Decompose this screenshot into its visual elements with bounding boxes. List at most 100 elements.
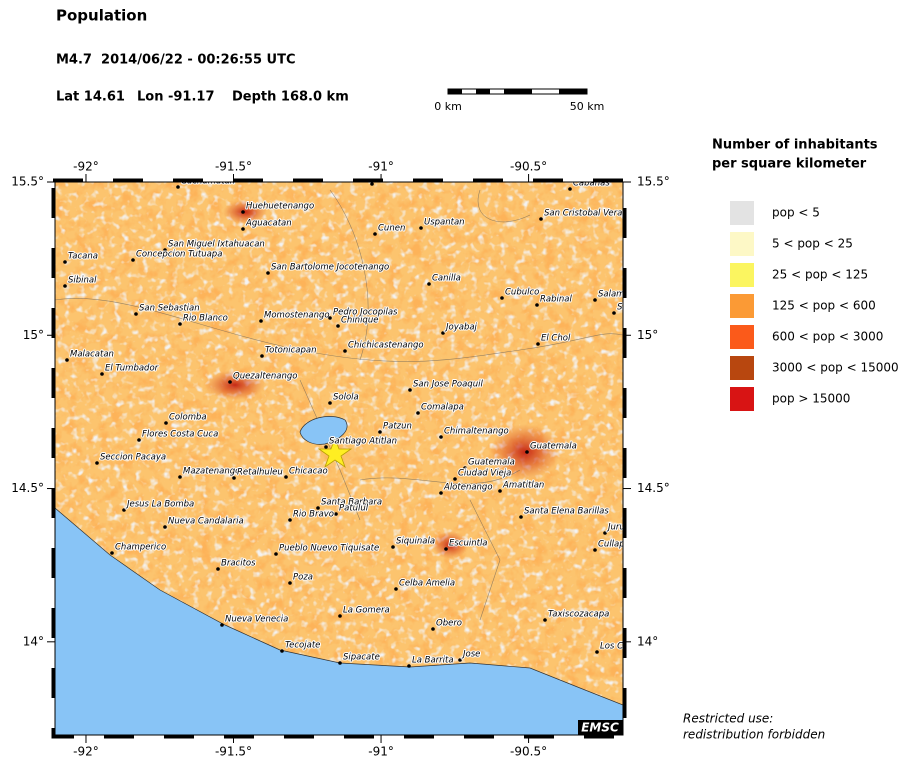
place-label: Champerico (115, 543, 166, 553)
place-dot (241, 227, 245, 231)
place-label: Chinique (341, 316, 378, 326)
place-dot (535, 303, 539, 307)
place-dot (394, 587, 398, 591)
place-label: Salama (598, 290, 630, 300)
lat: Lat 14.61 (56, 90, 125, 105)
place-label: Uspantan (424, 218, 465, 228)
place-dot (100, 372, 104, 376)
place-label: Huehuetenango (246, 202, 314, 212)
legend-swatch (730, 294, 754, 318)
place-label: Comalapa (421, 403, 464, 413)
place-dot (328, 401, 332, 405)
place-dot (431, 627, 435, 631)
y-tick-label: 15° (23, 328, 44, 342)
place-dot (416, 411, 420, 415)
place-label: Celba Amelia (399, 579, 455, 589)
place-dot (260, 354, 264, 358)
place-label: Sipacate (343, 653, 380, 663)
x-tick-label: -90.5° (510, 745, 547, 759)
place-dot (593, 298, 597, 302)
place-label: Chimaltenango (444, 427, 509, 437)
place-dot (334, 512, 338, 516)
place-label: Jesus La Bomba (125, 500, 194, 510)
legend-swatch (730, 325, 754, 349)
place-label: Patzun (383, 422, 412, 432)
legend-title: Number of inhabitants (712, 138, 878, 153)
place-dot (519, 515, 523, 519)
x-tick-label: -91° (368, 160, 394, 174)
place-label: Amatitlan (502, 481, 544, 491)
y-tick-label: 15.5° (11, 175, 44, 189)
x-tick-label: -92° (73, 160, 99, 174)
place-label: Obero (436, 619, 462, 629)
place-dot (603, 531, 607, 535)
place-label: San Sebastian (139, 304, 200, 314)
place-dot (407, 664, 411, 668)
place-dot (539, 217, 543, 221)
place-label: Ciudad Vieja (458, 469, 511, 479)
legend-label: 3000 < pop < 15000 (772, 361, 899, 375)
place-label: La Barrita (412, 656, 454, 666)
place-label: Santa Elena Barillas (524, 507, 609, 517)
place-dot (280, 649, 284, 653)
place-dot (216, 567, 220, 571)
place-label: Flores Costa Cuca (142, 430, 218, 440)
place-dot (444, 547, 448, 551)
place-dot (595, 650, 599, 654)
legend-label: pop < 5 (772, 206, 820, 220)
place-label: Santa Barbara (321, 498, 382, 508)
x-tick-label: -91° (368, 745, 394, 759)
note: redistribution forbidden (683, 728, 825, 742)
place-dot (336, 324, 340, 328)
y-tick-label: 14.5° (11, 481, 44, 495)
logo: EMSC (581, 721, 619, 735)
scale-end: 50 km (570, 100, 605, 113)
place-label: Solola (333, 393, 359, 403)
event: M4.7 2014/06/22 - 00:26:55 UTC (56, 53, 295, 68)
depth: Depth 168.0 km (232, 90, 349, 105)
place-label: Nueva Venecia (225, 615, 288, 625)
y-tick-label: 14° (637, 634, 658, 648)
place-dot (391, 545, 395, 549)
map-frame (54, 181, 624, 736)
y-tick-label: 15.5° (637, 175, 670, 189)
legend-swatch (730, 387, 754, 411)
place-label: Aguacatan (245, 219, 292, 229)
place-label: Escuintla (449, 539, 488, 549)
place-label: Poza (293, 573, 313, 583)
place-dot (176, 185, 180, 189)
place-label: Quezaltenango (233, 372, 297, 382)
legend-label: pop > 15000 (772, 392, 850, 406)
note: Restricted use: (683, 712, 773, 726)
place-dot (419, 226, 423, 230)
place-dot (316, 506, 320, 510)
scale-bar (447, 88, 588, 95)
place-dot (137, 438, 141, 442)
place-label: San Bartolome Jocotenango (271, 263, 389, 273)
place-dot (65, 358, 69, 362)
place-dot (63, 284, 67, 288)
place-label: Tecojate (285, 641, 320, 651)
place-label: Cunen (378, 224, 405, 234)
place-dot (95, 461, 99, 465)
place-label: Rio Blanco (183, 314, 228, 324)
place-label: Pueblo Nuevo Tiquisate (279, 544, 379, 554)
place-label: Totonicapan (265, 346, 317, 356)
y-tick-label: 15° (637, 328, 658, 342)
place-dot (220, 623, 224, 627)
legend-label: 5 < pop < 25 (772, 237, 853, 251)
place-dot (500, 296, 504, 300)
place-label: Retalhuleu (237, 468, 283, 478)
place-label: Seccion Pacaya (100, 453, 166, 463)
place-dot (498, 489, 502, 493)
x-tick-label: -91.5° (215, 160, 252, 174)
map-area: Cuchumatan Chajul Cabañas Aguacatan Huehuete… (55, 177, 630, 735)
place-label: Cuchumatan (181, 177, 235, 187)
place-dot (163, 525, 167, 529)
place-label: Momostenango (264, 311, 330, 321)
place-label: San Jose Poaquil (413, 380, 483, 390)
place-dot (259, 319, 263, 323)
logo-box (578, 720, 623, 735)
place-dot (110, 551, 114, 555)
place-label: Guatemala (530, 442, 577, 452)
